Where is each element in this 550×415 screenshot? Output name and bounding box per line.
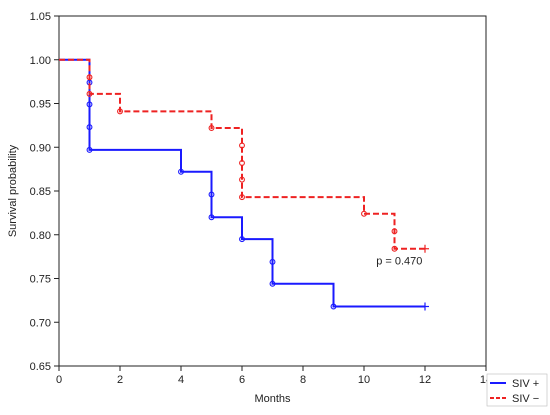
y-tick-label: 0.75	[30, 274, 51, 286]
y-tick-label: 0.70	[30, 317, 51, 329]
x-tick-label: 4	[178, 374, 184, 386]
series-line-siv-negative	[59, 58, 425, 250]
censor-marker-siv-negative	[391, 228, 398, 235]
censor-marker-siv-positive	[239, 236, 245, 243]
series-layer	[59, 58, 429, 311]
censor-marker-siv-positive	[330, 303, 337, 310]
censor-marker-siv-positive	[269, 280, 276, 287]
y-tick-label: 1.05	[30, 11, 51, 23]
y-tick-label: 0.95	[30, 99, 51, 111]
x-tick-label: 0	[56, 374, 62, 386]
p-value-annotation: p = 0.470	[376, 256, 422, 268]
censor-marker-siv-positive	[86, 101, 93, 108]
axis-ticks: 0 2 4 6 8 10 12 140.650.700.750.800.850.900.951…	[30, 11, 493, 386]
legend-label-siv-positive: SIV +	[512, 378, 539, 390]
y-tick-label: 1.00	[30, 55, 51, 67]
censor-marker-siv-negative	[391, 245, 398, 252]
censor-marker-siv-positive	[208, 191, 215, 198]
x-axis-title: Months	[254, 393, 291, 405]
censor-marker-siv-negative	[117, 108, 123, 115]
y-axis-title: Survival probability	[7, 144, 19, 237]
x-tick-label: 8	[300, 374, 306, 386]
legend: SIV + SIV −	[486, 373, 548, 407]
censor-marker-siv-negative	[208, 125, 215, 131]
legend-frame	[486, 373, 548, 407]
x-tick-label: 2	[117, 374, 123, 386]
censor-marker-siv-negative	[239, 142, 245, 149]
censor-marker-siv-positive	[269, 258, 276, 265]
censor-marker-siv-negative	[239, 194, 245, 201]
censor-marker-siv-positive	[86, 124, 93, 131]
y-tick-label: 0.85	[30, 186, 51, 198]
series-line-siv-positive	[59, 58, 425, 308]
censor-marker-siv-negative	[361, 210, 367, 217]
x-tick-label: 10	[358, 374, 370, 386]
censor-marker-siv-positive	[86, 146, 93, 153]
censor-marker-siv-negative	[86, 90, 93, 97]
y-tick-label: 0.90	[30, 142, 51, 154]
censor-marker-siv-negative	[239, 160, 245, 166]
y-tick-label: 0.65	[30, 361, 51, 373]
x-tick-label: 6	[239, 374, 245, 386]
legend-label-siv-negative: SIV −	[512, 393, 539, 405]
y-tick-label: 0.80	[30, 230, 51, 242]
censor-marker-siv-positive	[208, 214, 215, 221]
censor-marker-siv-positive	[178, 168, 184, 175]
censor-marker-siv-negative	[86, 74, 93, 81]
censor-marker-siv-negative	[239, 176, 245, 183]
x-tick-label: 12	[419, 374, 431, 386]
